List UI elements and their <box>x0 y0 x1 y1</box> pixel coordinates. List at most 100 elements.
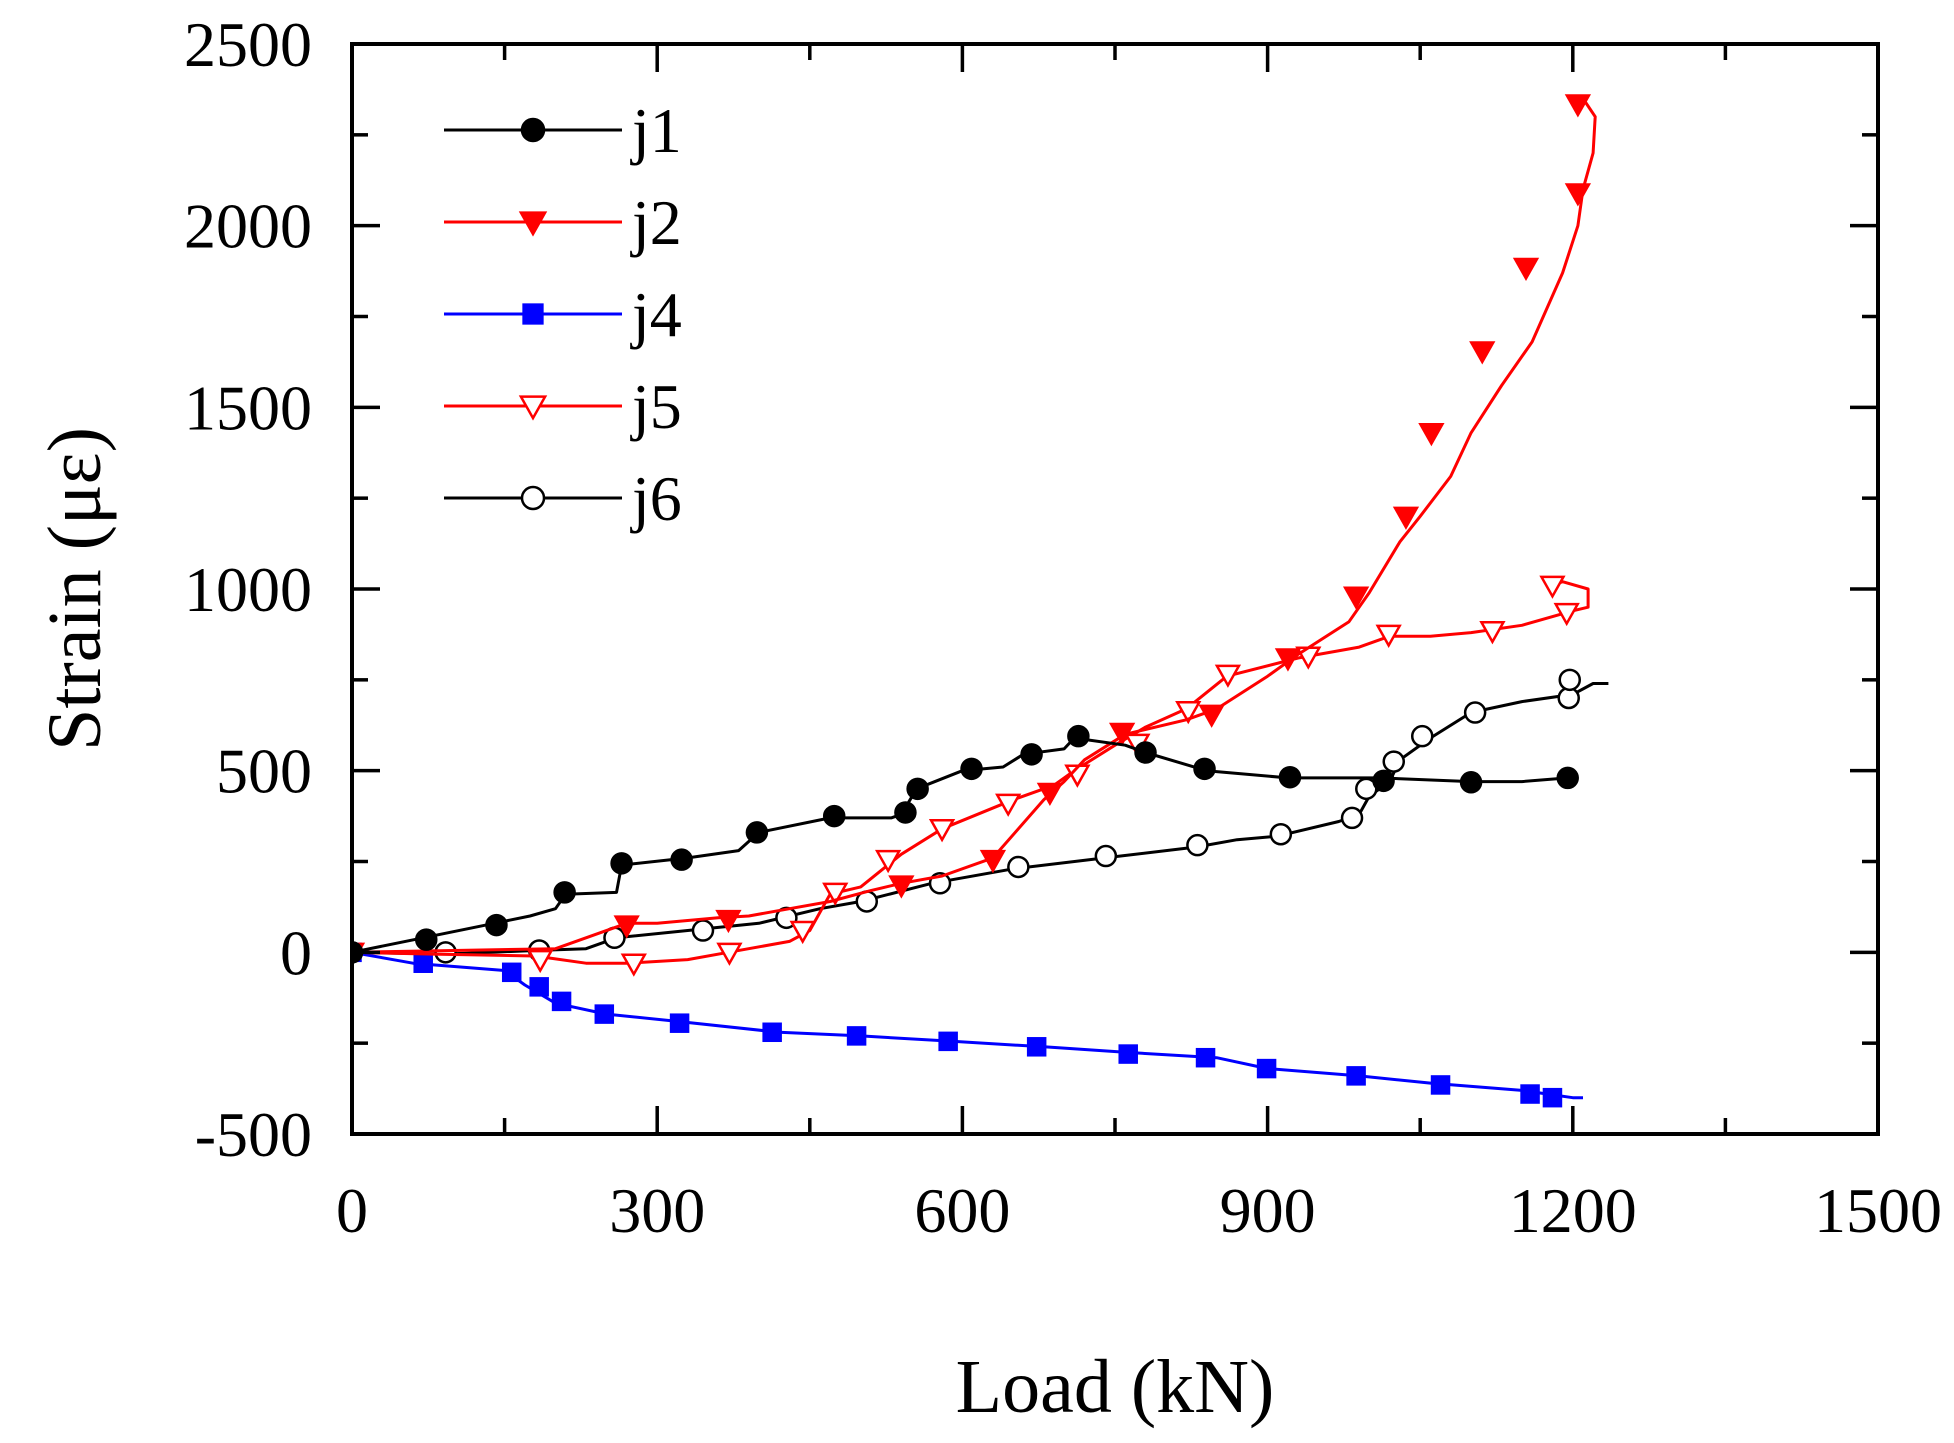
data-point-j2-11 <box>1469 341 1496 365</box>
y-tick-label: 1000 <box>184 554 312 625</box>
legend-marker-j4 <box>522 303 544 325</box>
data-point-j5-8 <box>995 793 1022 817</box>
data-point-j1-7 <box>822 804 846 828</box>
series-layer <box>352 94 1609 1108</box>
y-tick-label: 1500 <box>184 372 312 443</box>
y-tick-label: 2500 <box>184 9 312 80</box>
data-point-j2-7 <box>1274 648 1302 672</box>
data-point-j4-3 <box>529 977 549 997</box>
data-point-j4-14 <box>1346 1066 1366 1086</box>
data-point-j2-8 <box>1342 586 1370 610</box>
data-point-j1-13 <box>1134 741 1157 764</box>
legend-label-j5: j5 <box>630 371 682 442</box>
data-point-j5-14 <box>1375 624 1402 648</box>
x-tick-label: 1500 <box>1814 1175 1942 1246</box>
data-point-j4-1 <box>413 953 433 973</box>
data-point-j4-12 <box>1195 1047 1216 1068</box>
legend-item-j5: j5 <box>444 371 682 442</box>
data-point-j5-5 <box>822 882 849 906</box>
series-line-j2 <box>352 97 1597 954</box>
data-point-j1-18 <box>1556 766 1579 790</box>
data-point-j2-9 <box>1392 506 1420 530</box>
legend-item-j6: j6 <box>444 463 682 534</box>
data-point-j2-1 <box>715 909 742 934</box>
data-point-j4-4 <box>551 991 572 1012</box>
data-point-j6-18 <box>1558 668 1581 692</box>
series-line-j4 <box>352 950 1583 1100</box>
legend-label-j1: j1 <box>630 95 682 166</box>
y-tick-label: -500 <box>195 1099 312 1170</box>
x-tick-label: 0 <box>336 1175 368 1246</box>
data-point-j1-1 <box>415 928 438 951</box>
data-point-j4-7 <box>762 1022 782 1043</box>
series-j6 <box>352 668 1609 964</box>
data-point-j6-1 <box>434 941 457 964</box>
legend-label-j2: j2 <box>630 187 682 258</box>
data-point-j1-9 <box>906 777 929 801</box>
legend-marker-j2 <box>518 211 548 237</box>
series-j2 <box>352 94 1597 954</box>
data-point-j5-16 <box>1553 602 1580 627</box>
data-point-j6-16 <box>1463 701 1487 724</box>
data-point-j5-3 <box>716 942 743 966</box>
data-point-j6-4 <box>691 919 715 942</box>
data-point-j2-2 <box>888 875 915 899</box>
data-point-j1-17 <box>1459 771 1483 794</box>
legend-label-j6: j6 <box>630 463 682 534</box>
data-point-j5-11 <box>1175 700 1202 725</box>
data-point-j5-15 <box>1479 621 1506 645</box>
data-point-j2-6 <box>1198 704 1225 728</box>
y-tick-label: 0 <box>280 917 312 988</box>
y-tick-label: 2000 <box>184 191 312 262</box>
data-point-j2-0 <box>613 915 640 939</box>
legend: j1 j2 j4 j5 j6 <box>444 95 682 534</box>
data-point-j5-7 <box>928 819 956 843</box>
legend-marker-j6 <box>520 485 546 511</box>
data-point-j5-17 <box>1539 575 1566 599</box>
data-point-j5-6 <box>874 849 902 874</box>
data-point-j5-4 <box>789 920 816 945</box>
data-point-j1-16 <box>1372 769 1395 793</box>
legend-item-j1: j1 <box>444 95 682 166</box>
data-point-j6-12 <box>1340 806 1364 830</box>
data-point-j2-14 <box>1564 94 1592 118</box>
legend-item-j4: j4 <box>444 279 682 350</box>
data-point-j1-10 <box>960 757 983 781</box>
data-point-j6-14 <box>1382 750 1405 773</box>
series-j1 <box>352 724 1579 964</box>
x-tick-label: 300 <box>609 1175 705 1246</box>
legend-item-j2: j2 <box>444 187 682 258</box>
series-j4 <box>352 942 1583 1108</box>
data-point-j4-9 <box>938 1031 958 1052</box>
data-point-j5-2 <box>620 953 647 977</box>
data-point-j5-12 <box>1214 664 1242 688</box>
data-point-j4-2 <box>501 962 522 983</box>
data-point-j1-14 <box>1193 757 1216 781</box>
legend-marker-j5 <box>518 395 548 421</box>
data-point-j2-4 <box>1036 782 1064 807</box>
data-point-j4-17 <box>1542 1087 1563 1108</box>
data-point-j1-8 <box>894 801 917 824</box>
data-point-j2-12 <box>1512 257 1540 281</box>
data-point-j6-15 <box>1410 724 1434 748</box>
data-point-j6-9 <box>1094 844 1118 868</box>
data-point-j4-13 <box>1256 1058 1277 1079</box>
data-point-j1-5 <box>670 848 693 871</box>
data-point-j2-5 <box>1108 722 1136 747</box>
data-point-j5-1 <box>527 949 554 974</box>
plot-frame <box>350 42 1880 1136</box>
data-point-j4-15 <box>1430 1075 1451 1095</box>
series-line-j6 <box>352 682 1609 956</box>
data-point-j4-5 <box>594 1004 615 1024</box>
data-point-j2-3 <box>979 849 1007 874</box>
x-tick-label: 900 <box>1220 1175 1316 1246</box>
data-point-j2-13 <box>1564 183 1592 207</box>
data-point-j6-11 <box>1269 823 1293 846</box>
data-point-j1-12 <box>1067 724 1090 748</box>
x-tick-label: 600 <box>914 1175 1010 1246</box>
x-tick-label: 1200 <box>1509 1175 1637 1246</box>
y-axis-label: Strain (με) <box>33 427 117 751</box>
legend-marker-j1 <box>520 117 546 143</box>
data-point-j4-16 <box>1520 1084 1540 1104</box>
